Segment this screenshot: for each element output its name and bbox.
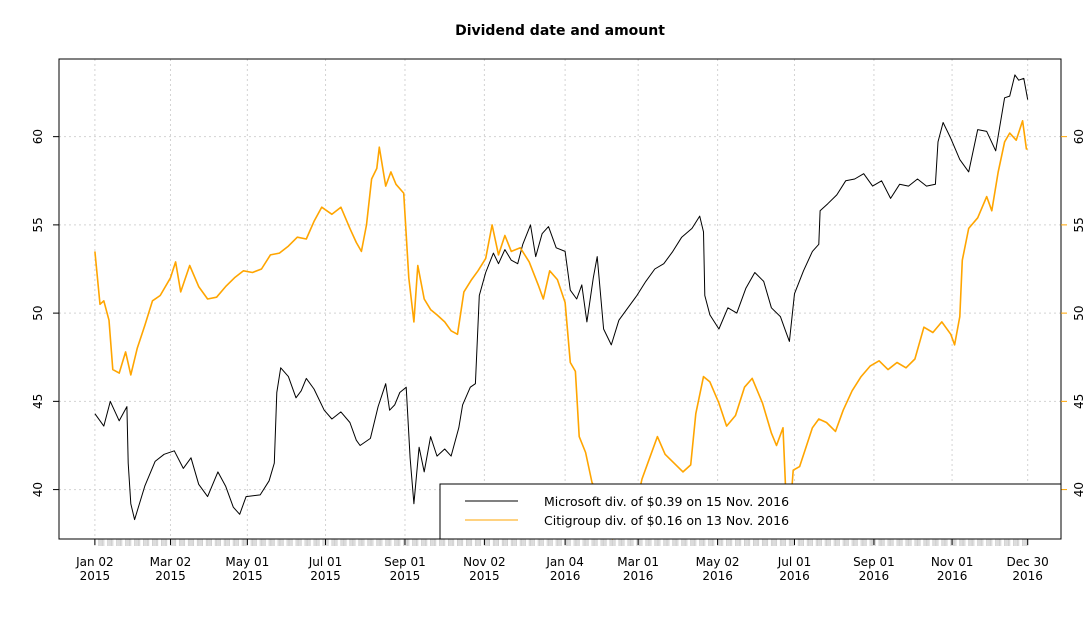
x-tick-label-year: 2015 bbox=[80, 569, 111, 583]
x-tick-label-year: 2015 bbox=[390, 569, 421, 583]
y-tick-label-left: 45 bbox=[31, 394, 45, 409]
y-tick-label-left: 60 bbox=[31, 129, 45, 144]
x-tick-label-year: 2016 bbox=[779, 569, 810, 583]
series-line-microsoft bbox=[94, 74, 1029, 521]
y-tick-label-right: 60 bbox=[1072, 129, 1086, 144]
x-tick-label: May 02 bbox=[696, 555, 740, 569]
x-tick-label: May 01 bbox=[225, 555, 269, 569]
x-tick-label-year: 2016 bbox=[550, 569, 581, 583]
x-tick-label: Jul 01 bbox=[777, 555, 812, 569]
x-tick-label: Sep 01 bbox=[853, 555, 895, 569]
x-tick-label-year: 2016 bbox=[859, 569, 890, 583]
x-tick-label-year: 2015 bbox=[469, 569, 500, 583]
y-tick-label-left: 40 bbox=[31, 482, 45, 497]
x-tick-label-year: 2015 bbox=[232, 569, 263, 583]
series-lines bbox=[94, 74, 1029, 540]
x-tick-label: Dec 30 bbox=[1007, 555, 1049, 569]
legend-box bbox=[439, 483, 1062, 540]
series-line-citigroup bbox=[94, 120, 1028, 540]
x-tick-label-year: 2016 bbox=[1012, 569, 1043, 583]
x-tick-label: Nov 01 bbox=[931, 555, 974, 569]
legend-label-microsoft: Microsoft div. of $0.39 on 15 Nov. 2016 bbox=[544, 494, 789, 509]
x-tick-label: Mar 01 bbox=[617, 555, 659, 569]
y-tick-label-right: 45 bbox=[1072, 394, 1086, 409]
legend-label-citigroup: Citigroup div. of $0.16 on 13 Nov. 2016 bbox=[544, 513, 789, 528]
x-tick-label-year: 2015 bbox=[155, 569, 186, 583]
grid-lines bbox=[59, 59, 1061, 539]
x-tick-label: Nov 02 bbox=[463, 555, 506, 569]
y-tick-label-right: 40 bbox=[1072, 482, 1086, 497]
x-tick-label: Jul 01 bbox=[308, 555, 343, 569]
y-tick-label-right: 50 bbox=[1072, 305, 1086, 320]
y-tick-label-right: 55 bbox=[1072, 217, 1086, 232]
y-tick-label-left: 55 bbox=[31, 217, 45, 232]
x-tick-label: Jan 04 bbox=[545, 555, 584, 569]
chart-title: Dividend date and amount bbox=[455, 23, 665, 39]
x-tick-label-year: 2015 bbox=[310, 569, 341, 583]
y-tick-label-left: 50 bbox=[31, 305, 45, 320]
legend: Microsoft div. of $0.39 on 15 Nov. 2016 … bbox=[439, 483, 1062, 540]
x-tick-label: Mar 02 bbox=[150, 555, 192, 569]
x-tick-label-year: 2016 bbox=[623, 569, 654, 583]
x-tick-label-year: 2016 bbox=[702, 569, 733, 583]
x-tick-label: Jan 02 bbox=[75, 555, 114, 569]
x-tick-label-year: 2016 bbox=[937, 569, 968, 583]
x-tick-label: Sep 01 bbox=[384, 555, 426, 569]
date-rug bbox=[94, 539, 1029, 546]
